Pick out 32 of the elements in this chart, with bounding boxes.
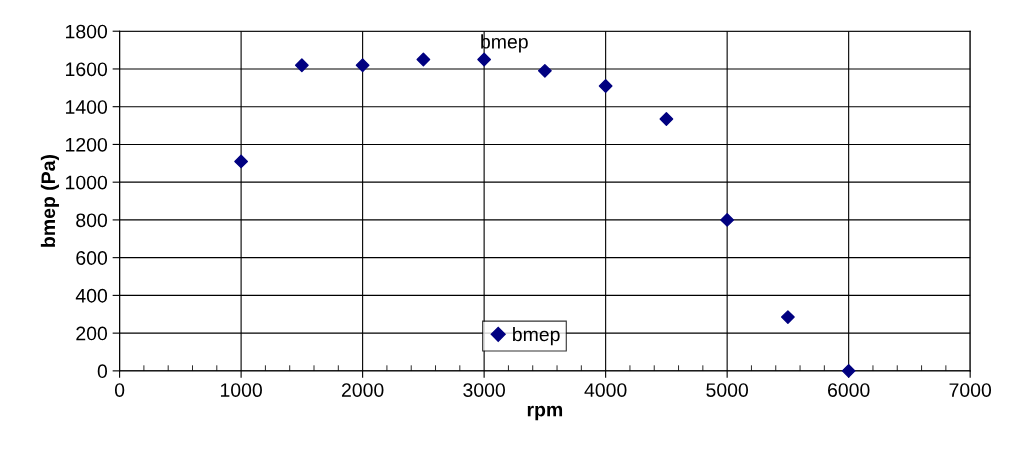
point [659, 112, 674, 126]
y-tick-label: 400 [75, 288, 108, 303]
point [720, 213, 735, 227]
x-tick-label: 2000 [341, 383, 384, 397]
y-tick-label: 200 [76, 326, 108, 341]
point [598, 79, 613, 93]
x-tick-label: 7000 [949, 383, 992, 397]
point [780, 310, 795, 324]
x-tick-label: 3000 [463, 383, 505, 397]
x-tick-label: 0 [114, 383, 125, 397]
y-tick-label: 1600 [66, 62, 108, 77]
x-axis-title: rpm [527, 405, 563, 421]
y-axis-title: bmep (Pa) [40, 155, 59, 247]
legend-label: bmep [513, 327, 560, 346]
x-tick-label: 6000 [828, 383, 870, 397]
point [234, 154, 249, 169]
y-tick-label: 0 [97, 364, 108, 379]
y-tick-label: 1000 [66, 175, 108, 190]
point [537, 63, 552, 78]
point [477, 52, 492, 67]
y-tick-label: 1400 [66, 100, 108, 114]
x-tick-label: 1000 [220, 383, 262, 397]
y-tick-label: 800 [76, 213, 108, 228]
y-tick-label: 1200 [66, 137, 108, 152]
point [355, 58, 370, 73]
x-tick-label: 5000 [706, 383, 749, 397]
point [416, 52, 431, 67]
y-tick-label: 1800 [66, 24, 108, 39]
y-tick-label: 600 [76, 251, 108, 265]
x-tick-label: 4000 [584, 383, 627, 397]
point [294, 58, 309, 73]
point [841, 363, 856, 378]
